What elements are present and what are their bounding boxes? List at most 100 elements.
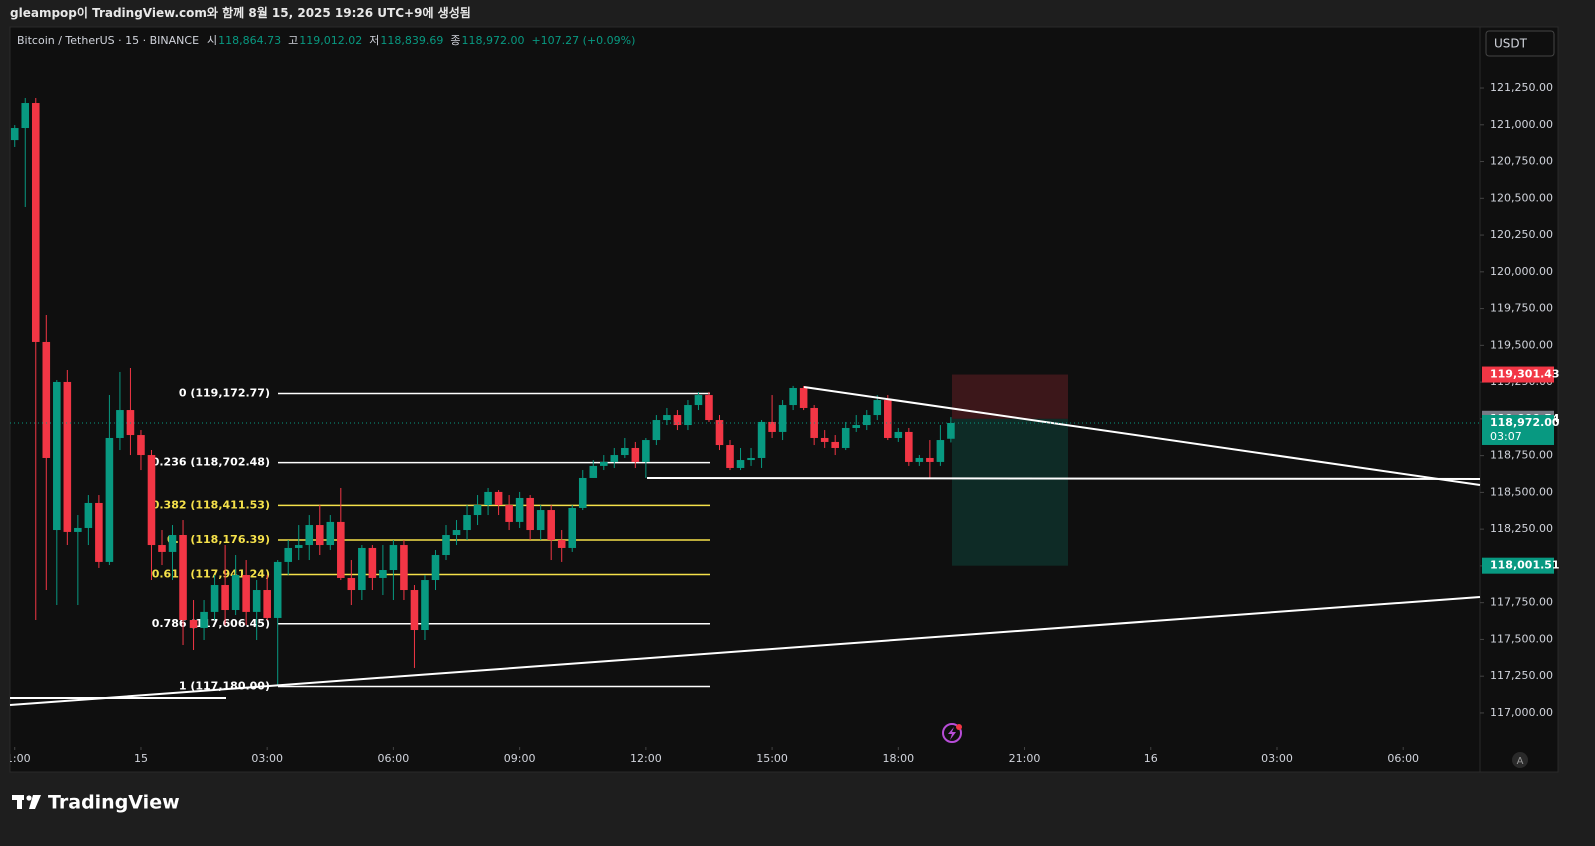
candle-body <box>936 440 945 462</box>
candle-body <box>915 457 924 462</box>
candle-body <box>179 535 187 621</box>
x-tick-label: 21:00 <box>1009 752 1041 765</box>
x-tick-label: 03:00 <box>251 752 283 765</box>
candle-body <box>431 555 440 581</box>
y-tick-label: 119,750.00 <box>1490 302 1553 315</box>
candle-body <box>610 455 619 462</box>
fib-label: 0.786 (117,606.45) <box>152 617 270 630</box>
countdown: 03:07 <box>1490 430 1522 443</box>
y-tick-label: 120,500.00 <box>1490 191 1553 204</box>
horizontal-line <box>646 477 1481 480</box>
stop-price-label: 119,301.43 <box>1490 368 1560 381</box>
candle-body <box>894 431 903 438</box>
alert-bolt <box>948 727 956 740</box>
x-tick-label: 06:00 <box>1387 752 1419 765</box>
candle-body <box>200 611 208 628</box>
candle-body <box>442 535 450 556</box>
candle-body <box>273 561 282 618</box>
y-tick-label: 118,750.00 <box>1490 449 1553 462</box>
alert-icon[interactable] <box>942 723 962 743</box>
candle-body <box>252 590 261 612</box>
candle-body <box>852 425 861 428</box>
candle-body <box>284 547 293 562</box>
candle-body <box>547 510 555 541</box>
y-tick-label: 120,000.00 <box>1490 265 1553 278</box>
candle-body <box>210 585 219 612</box>
candle-body <box>736 460 745 468</box>
y-tick-label: 117,500.00 <box>1490 632 1553 645</box>
candle-body <box>642 440 650 462</box>
x-tick-label: 06:00 <box>378 752 410 765</box>
header: gleampop이 TradingView.com와 함께 8월 15, 202… <box>10 6 471 20</box>
candle-body <box>473 505 482 516</box>
currency-button[interactable] <box>1485 30 1555 57</box>
candle-body <box>705 395 713 421</box>
candle-body <box>158 545 166 552</box>
candle-body <box>768 421 776 432</box>
candle-body <box>326 521 335 546</box>
change: +107.27 (+0.09%) <box>531 34 635 47</box>
fib-label: 0.5 (118,176.39) <box>167 533 270 546</box>
symbol: Bitcoin / TetherUS · 15 · BINANCE <box>17 34 199 47</box>
candle-body <box>42 341 51 458</box>
x-tick-label: 09:00 <box>504 752 536 765</box>
candle-body <box>789 387 797 406</box>
ohlc-label: 종 <box>450 34 460 47</box>
target-price-label: 118,001.51 <box>1490 559 1560 572</box>
candle-body <box>168 535 177 552</box>
candle-body <box>368 547 377 578</box>
x-tick-label: 03:00 <box>1261 752 1293 765</box>
ohlc-value: 118,972.00 <box>461 34 524 47</box>
candle-body <box>105 437 114 562</box>
y-tick-label: 117,250.00 <box>1490 669 1553 682</box>
candle-body <box>631 447 640 462</box>
candle-body <box>684 405 692 426</box>
candle-body <box>884 400 892 438</box>
candle-body <box>147 455 156 546</box>
candle-body <box>715 420 724 446</box>
candle-body <box>589 465 598 478</box>
legend: Bitcoin / TetherUS · 15 · BINANCE 시 118,86… <box>17 34 635 47</box>
candle-body <box>568 507 577 548</box>
currency-label: USDT <box>1494 37 1528 51</box>
logo-text: TradingView <box>48 792 180 814</box>
ohlc-label: 고 <box>288 34 298 47</box>
chart-panel <box>9 26 1559 773</box>
candle-body <box>505 505 513 522</box>
candle-body <box>484 491 492 506</box>
candle-body <box>421 580 429 631</box>
fib-label: 0.236 (118,702.48) <box>152 456 270 469</box>
candle-body <box>747 457 755 461</box>
trend-line <box>803 386 1481 486</box>
y-tick-label: 119,500.00 <box>1490 338 1553 351</box>
drawings <box>9 386 1481 706</box>
candle-body <box>263 590 271 618</box>
candle-body <box>231 575 240 611</box>
y-tick-label: 117,000.00 <box>1490 706 1553 719</box>
fib-label: 1 (117,180.00) <box>179 679 270 692</box>
candle-body <box>189 620 198 628</box>
alert-dot <box>956 724 962 730</box>
x-tick-label: 21:00 <box>0 752 31 765</box>
candle-body <box>242 575 250 612</box>
candle-body <box>757 421 766 458</box>
candle-body <box>926 457 934 462</box>
candle-body <box>831 441 839 448</box>
stop-zone <box>952 374 1068 419</box>
candle-body <box>137 435 145 456</box>
auto-label: A <box>1517 756 1524 767</box>
last-price-label-box <box>1482 414 1554 445</box>
x-tick-label: 12:00 <box>630 752 662 765</box>
candle-body <box>820 437 829 442</box>
fib-label: 0 (119,172.77) <box>179 386 270 399</box>
candle-body <box>31 103 40 342</box>
candle-body <box>294 545 303 548</box>
candle-body <box>53 381 61 531</box>
y-tick-label: 121,250.00 <box>1490 81 1553 94</box>
candle-body <box>452 530 461 536</box>
candle-body <box>74 527 82 532</box>
candle-body <box>315 525 324 546</box>
auto-button[interactable] <box>1512 752 1528 768</box>
